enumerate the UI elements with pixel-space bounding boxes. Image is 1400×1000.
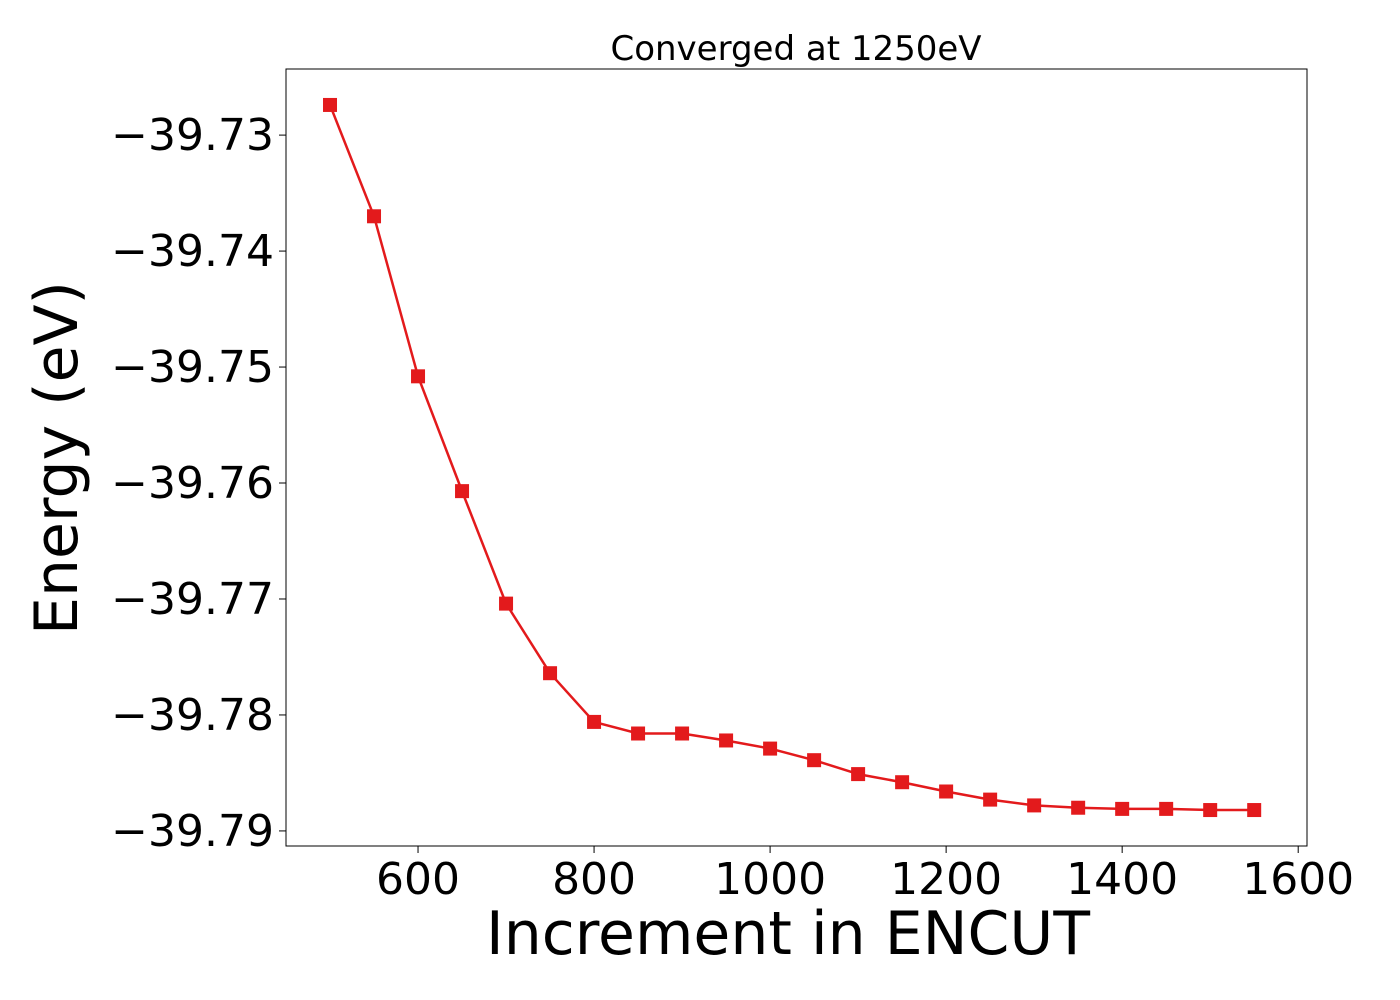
y-tick-label: −39.74 <box>111 226 274 277</box>
x-tick-label: 1000 <box>714 854 826 905</box>
data-point-marker <box>939 784 954 799</box>
data-point-marker <box>675 726 690 741</box>
data-point-marker <box>895 775 910 790</box>
y-tick-label: −39.78 <box>111 690 274 741</box>
x-tick-label: 600 <box>376 854 460 905</box>
data-point-marker <box>499 596 514 611</box>
x-tick-label: 800 <box>552 854 636 905</box>
data-point-marker <box>367 209 382 224</box>
y-tick-label: −39.77 <box>111 574 274 625</box>
y-tick-label: −39.79 <box>111 806 274 857</box>
data-point-marker <box>587 714 602 729</box>
data-point-marker <box>1115 801 1130 816</box>
data-point-marker <box>1071 800 1086 815</box>
data-point-marker <box>719 733 734 748</box>
data-point-marker <box>1159 801 1174 816</box>
data-point-marker <box>631 726 646 741</box>
x-axis-title: Increment in ENCUT <box>486 899 1090 969</box>
y-tick-label: −39.73 <box>111 110 274 161</box>
x-tick-label: 1600 <box>1242 854 1354 905</box>
data-point-marker <box>983 792 998 807</box>
y-tick-label: −39.75 <box>111 342 274 393</box>
y-axis-ticks: −39.73 −39.74 −39.75 −39.76 −39.77 −39.78 −39.… <box>111 110 286 857</box>
data-point-marker <box>807 753 822 768</box>
y-tick-label: −39.76 <box>111 458 274 509</box>
x-axis-ticks: 600 800 1000 1200 1400 1600 <box>376 846 1354 905</box>
data-point-marker <box>455 484 470 499</box>
data-point-marker <box>1203 803 1218 818</box>
x-tick-label: 1200 <box>890 854 1002 905</box>
x-tick-label: 1400 <box>1066 854 1178 905</box>
data-point-marker <box>763 741 778 756</box>
data-point-marker <box>543 666 558 681</box>
series-line <box>328 104 1255 812</box>
data-point-marker <box>1027 798 1042 813</box>
data-point-marker <box>323 97 338 112</box>
data-point-marker <box>411 369 426 384</box>
data-point-marker <box>851 767 866 782</box>
plot-frame <box>285 68 1308 847</box>
chart-title: Converged at 1250eV <box>610 29 981 69</box>
y-axis-title: Energy (eV) <box>22 281 92 635</box>
series-layer <box>323 97 1262 818</box>
data-point-marker <box>1247 803 1262 818</box>
